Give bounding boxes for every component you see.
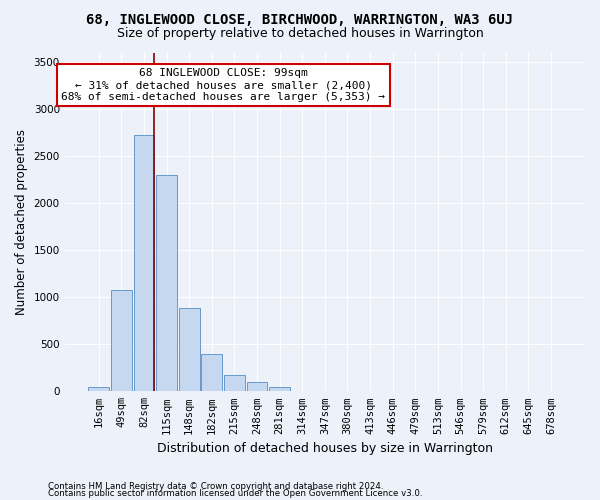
Bar <box>179 308 200 392</box>
Bar <box>247 382 268 392</box>
Bar <box>156 175 177 392</box>
Bar <box>202 354 222 392</box>
Text: 68, INGLEWOOD CLOSE, BIRCHWOOD, WARRINGTON, WA3 6UJ: 68, INGLEWOOD CLOSE, BIRCHWOOD, WARRINGT… <box>86 12 514 26</box>
Y-axis label: Number of detached properties: Number of detached properties <box>15 129 28 315</box>
Bar <box>134 136 154 392</box>
Bar <box>111 290 132 392</box>
Bar <box>224 375 245 392</box>
Text: Size of property relative to detached houses in Warrington: Size of property relative to detached ho… <box>116 28 484 40</box>
Bar <box>88 386 109 392</box>
Text: 68 INGLEWOOD CLOSE: 99sqm
← 31% of detached houses are smaller (2,400)
68% of se: 68 INGLEWOOD CLOSE: 99sqm ← 31% of detac… <box>61 68 385 102</box>
Text: Contains public sector information licensed under the Open Government Licence v3: Contains public sector information licen… <box>48 490 422 498</box>
Text: Contains HM Land Registry data © Crown copyright and database right 2024.: Contains HM Land Registry data © Crown c… <box>48 482 383 491</box>
X-axis label: Distribution of detached houses by size in Warrington: Distribution of detached houses by size … <box>157 442 493 455</box>
Bar <box>269 386 290 392</box>
